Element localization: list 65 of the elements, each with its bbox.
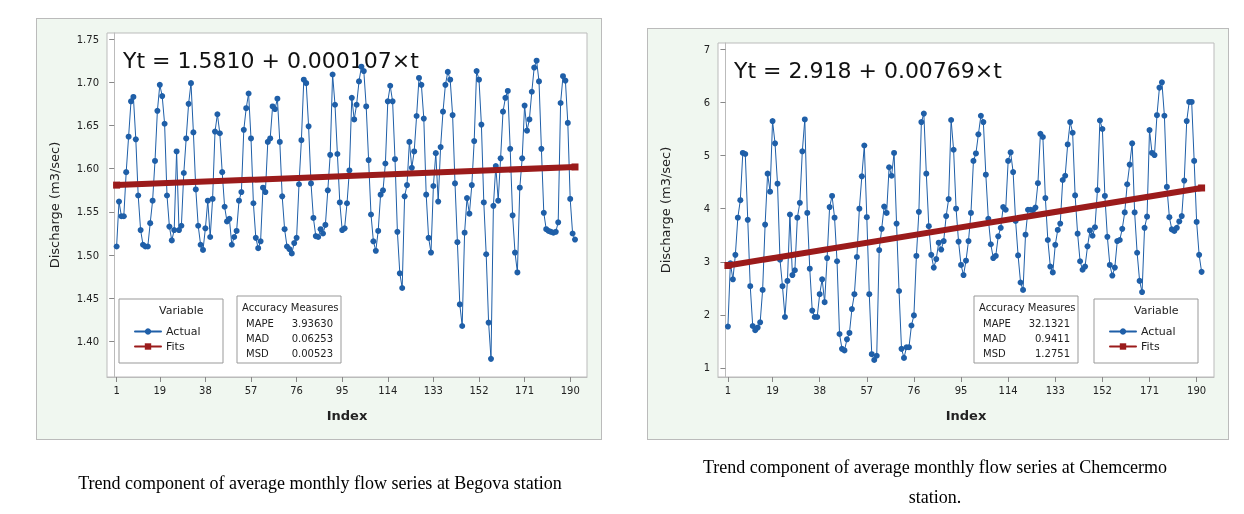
legend-label: Actual xyxy=(166,325,201,338)
y-tick-label: 6 xyxy=(703,96,710,108)
y-axis-title: Discharge (m3/sec) xyxy=(47,141,62,269)
annotation: MAPE xyxy=(246,317,274,329)
annotation: Accuracy Measures xyxy=(979,301,1076,313)
annotation: MSD xyxy=(246,347,269,359)
x-tick-label: 76 xyxy=(290,384,303,396)
y-tick-label: 4 xyxy=(703,203,710,215)
y-tick-label: 1.45 xyxy=(76,292,99,304)
annotation: Accuracy Measures xyxy=(242,301,339,313)
legend-label: Fits xyxy=(166,340,185,353)
annotation: Yt = 2.918 + 0.00769×t xyxy=(733,57,1003,83)
y-tick-label: 1.75 xyxy=(76,33,99,45)
annotation: 0.06253 xyxy=(291,332,333,344)
x-tick-label: 152 xyxy=(1092,384,1112,396)
x-axis-title: Index xyxy=(326,408,368,423)
x-tick-label: 38 xyxy=(813,384,827,396)
y-tick-label: 1.40 xyxy=(76,336,99,348)
legend-title: Variable xyxy=(159,304,204,317)
x-tick-label: 57 xyxy=(244,384,258,396)
x-tick-label: 1 xyxy=(113,384,120,396)
y-axis-title: Discharge (m3/sec) xyxy=(658,146,673,274)
x-tick-label: 95 xyxy=(954,384,968,396)
x-tick-label: 76 xyxy=(907,384,921,396)
annotation: 0.00523 xyxy=(291,347,333,359)
y-tick-label: 1.55 xyxy=(76,206,99,218)
x-tick-label: 133 xyxy=(1045,384,1065,396)
y-tick-label: 5 xyxy=(703,150,710,162)
annotation: MSD xyxy=(983,347,1006,359)
x-axis-title: Index xyxy=(945,408,987,423)
x-tick-label: 171 xyxy=(1139,384,1160,396)
y-tick-label: 1.60 xyxy=(76,163,99,175)
y-tick-label: 1 xyxy=(703,362,710,374)
x-tick-label: 133 xyxy=(423,384,443,396)
annotation: Yt = 1.5810 + 0.000107×t xyxy=(122,47,420,73)
y-tick-label: 1.65 xyxy=(76,119,99,131)
annotation: 1.2751 xyxy=(1035,347,1070,359)
y-tick-label: 7 xyxy=(703,43,710,55)
x-tick-label: 171 xyxy=(515,384,535,396)
annotation: 3.93630 xyxy=(291,317,333,329)
annotation: 32.1321 xyxy=(1028,317,1070,329)
annotation: MAPE xyxy=(983,317,1011,329)
y-tick-label: 3 xyxy=(703,256,710,268)
x-tick-label: 95 xyxy=(335,384,349,396)
y-tick-label: 1.70 xyxy=(76,76,99,88)
annotation: MAD xyxy=(983,332,1007,344)
x-tick-label: 19 xyxy=(766,384,779,396)
text: Trend component of average monthly flow series at Chemcermo station. xyxy=(701,456,1169,509)
x-tick-label: 190 xyxy=(560,384,580,396)
x-tick-label: 38 xyxy=(199,384,212,396)
legend-label: Fits xyxy=(1141,340,1160,353)
y-tick-label: 2 xyxy=(703,309,710,321)
text: Trend component of average monthly flow series at Begova station xyxy=(77,472,563,495)
x-tick-label: 114 xyxy=(998,384,1018,396)
annotation: 0.9411 xyxy=(1035,332,1070,344)
x-tick-label: 152 xyxy=(469,384,489,396)
annotation: MAD xyxy=(246,332,270,344)
y-tick-label: 1.50 xyxy=(76,249,99,261)
legend-label: Actual xyxy=(1141,325,1176,338)
x-tick-label: 1 xyxy=(724,384,732,396)
legend-title: Variable xyxy=(1134,304,1179,317)
x-tick-label: 57 xyxy=(860,384,874,396)
x-tick-label: 190 xyxy=(1187,384,1207,396)
x-tick-label: 19 xyxy=(153,384,167,396)
x-tick-label: 114 xyxy=(378,384,398,396)
